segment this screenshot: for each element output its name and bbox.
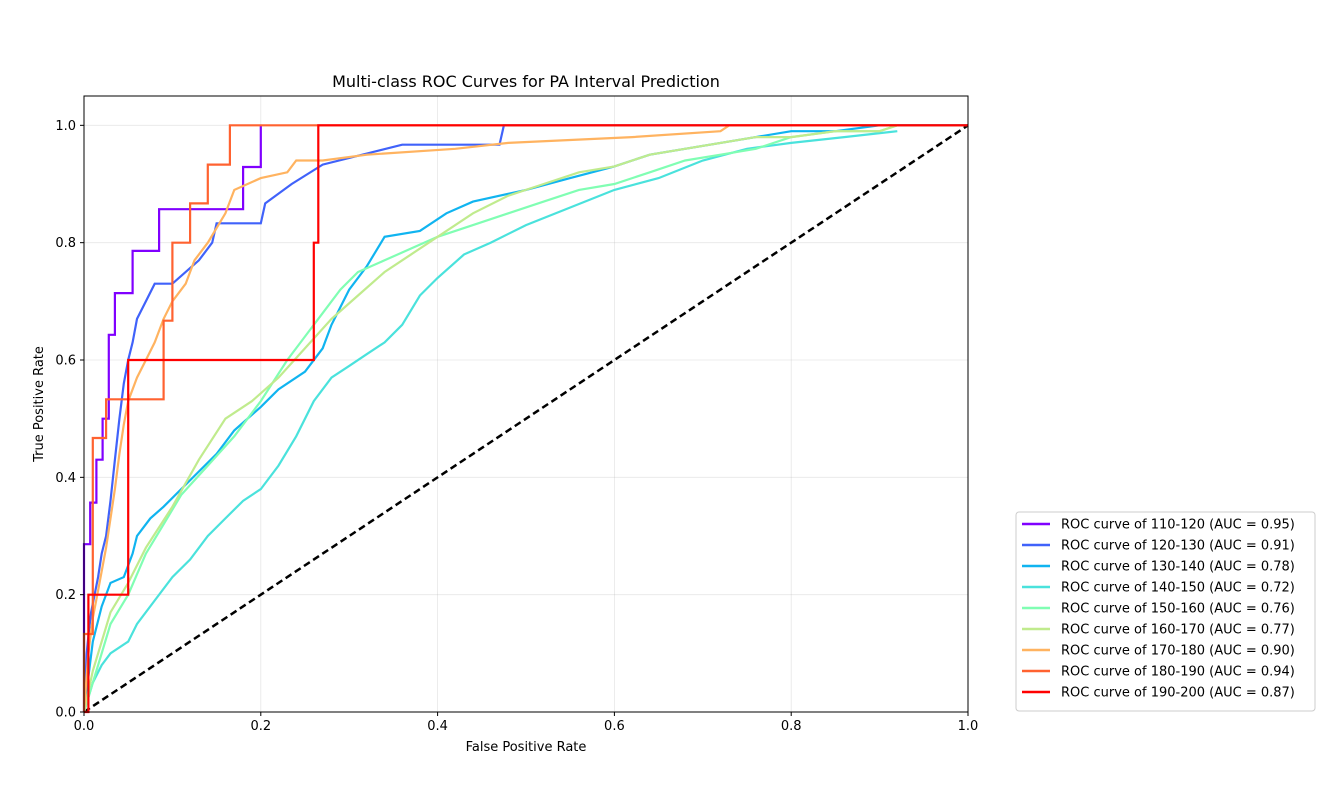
legend-entry-label-6: ROC curve of 170-180 (AUC = 0.90) [1061, 644, 1295, 659]
legend-entry-label-5: ROC curve of 160-170 (AUC = 0.77) [1061, 623, 1295, 638]
roc-series-line-4 [82, 124, 898, 713]
x-tick-label: 1.0 [958, 719, 979, 734]
reference-diagonal-line [83, 124, 969, 714]
x-tick-label: 0.0 [74, 719, 95, 734]
axis-ticks: 0.0 0.2 0.4 0.6 0.8 1.0 0.0 0.2 0.4 0.6 0.8 1.0 [55, 119, 978, 734]
y-tick-label: 0.6 [55, 354, 76, 369]
roc-series-line-5 [82, 124, 898, 713]
roc-series-line-8 [84, 124, 968, 714]
y-axis-label: True Positive Rate [32, 346, 47, 463]
y-tick-label: 0.2 [55, 588, 76, 603]
x-tick-label: 0.4 [427, 719, 448, 734]
y-tick-label: 0.0 [55, 706, 76, 721]
legend-entry-label-2: ROC curve of 130-140 (AUC = 0.78) [1061, 560, 1295, 575]
series-lines [82, 124, 968, 714]
x-axis-label: False Positive Rate [466, 740, 587, 755]
legend-entry-label-3: ROC curve of 140-150 (AUC = 0.72) [1061, 581, 1295, 596]
roc-series-line-1 [82, 124, 968, 713]
y-tick-label: 1.0 [55, 119, 76, 134]
legend-box [1015, 511, 1316, 712]
x-tick-label: 0.6 [604, 719, 625, 734]
y-tick-label: 0.4 [55, 471, 76, 486]
legend: ROC curve of 110-120 (AUC = 0.95) ROC cur… [1015, 511, 1316, 712]
grid-lines [83, 96, 969, 713]
legend-entry-label-0: ROC curve of 110-120 (AUC = 0.95) [1061, 518, 1295, 533]
x-tick-label: 0.8 [781, 719, 802, 734]
roc-series-line-6 [82, 124, 898, 713]
chart-title: Multi-class ROC Curves for PA Interval P… [332, 72, 720, 91]
x-tick-label: 0.2 [250, 719, 271, 734]
legend-entry-label-8: ROC curve of 190-200 (AUC = 0.87) [1061, 686, 1295, 701]
plot-area-frame [83, 95, 969, 713]
y-tick-label: 0.8 [55, 236, 76, 251]
legend-entry-label-4: ROC curve of 150-160 (AUC = 0.76) [1061, 602, 1295, 617]
reference-diagonal [83, 124, 969, 714]
legend-entry-label-1: ROC curve of 120-130 (AUC = 0.91) [1061, 539, 1295, 554]
legend-entry-label-7: ROC curve of 180-190 (AUC = 0.94) [1061, 665, 1295, 680]
roc-series-line-7 [82, 124, 968, 712]
roc-series-line-3 [82, 130, 898, 713]
